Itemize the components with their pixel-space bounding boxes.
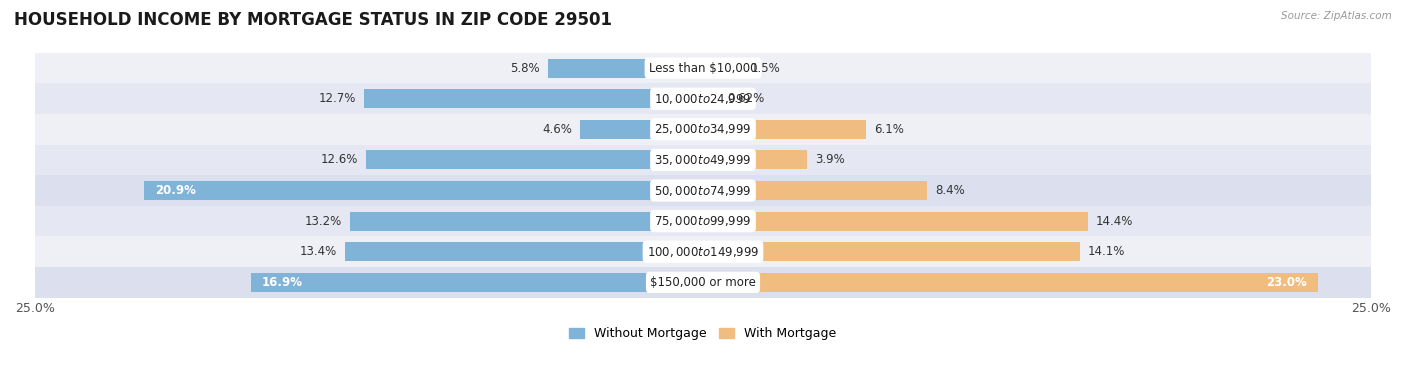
Text: Less than $10,000: Less than $10,000 bbox=[648, 62, 758, 74]
Bar bbox=[703, 212, 1088, 231]
Bar bbox=[548, 59, 703, 77]
Bar bbox=[703, 89, 720, 108]
Bar bbox=[35, 145, 1371, 175]
Bar bbox=[703, 150, 807, 169]
Bar bbox=[145, 181, 703, 200]
Bar bbox=[703, 242, 1080, 261]
Text: Source: ZipAtlas.com: Source: ZipAtlas.com bbox=[1281, 11, 1392, 21]
Text: HOUSEHOLD INCOME BY MORTGAGE STATUS IN ZIP CODE 29501: HOUSEHOLD INCOME BY MORTGAGE STATUS IN Z… bbox=[14, 11, 612, 29]
Bar bbox=[35, 84, 1371, 114]
Text: $50,000 to $74,999: $50,000 to $74,999 bbox=[654, 184, 752, 198]
Bar bbox=[581, 120, 703, 139]
Text: $150,000 or more: $150,000 or more bbox=[650, 276, 756, 289]
Bar bbox=[364, 89, 703, 108]
Bar bbox=[35, 53, 1371, 84]
Text: 8.4%: 8.4% bbox=[935, 184, 966, 197]
Text: $10,000 to $24,999: $10,000 to $24,999 bbox=[654, 92, 752, 106]
Bar bbox=[350, 212, 703, 231]
Bar bbox=[703, 181, 928, 200]
Text: 16.9%: 16.9% bbox=[262, 276, 304, 289]
Text: 14.1%: 14.1% bbox=[1088, 245, 1125, 258]
Legend: Without Mortgage, With Mortgage: Without Mortgage, With Mortgage bbox=[564, 322, 842, 345]
Text: 0.62%: 0.62% bbox=[727, 92, 765, 105]
Bar bbox=[35, 114, 1371, 145]
Text: $100,000 to $149,999: $100,000 to $149,999 bbox=[647, 245, 759, 259]
Bar bbox=[703, 120, 866, 139]
Bar bbox=[35, 267, 1371, 297]
Bar bbox=[35, 175, 1371, 206]
Text: 14.4%: 14.4% bbox=[1095, 215, 1133, 228]
Bar bbox=[367, 150, 703, 169]
Text: 12.7%: 12.7% bbox=[318, 92, 356, 105]
Text: 13.2%: 13.2% bbox=[305, 215, 342, 228]
Text: 1.5%: 1.5% bbox=[751, 62, 780, 74]
Text: $35,000 to $49,999: $35,000 to $49,999 bbox=[654, 153, 752, 167]
Text: 5.8%: 5.8% bbox=[510, 62, 540, 74]
Text: 6.1%: 6.1% bbox=[875, 123, 904, 136]
Text: 20.9%: 20.9% bbox=[155, 184, 195, 197]
Text: 12.6%: 12.6% bbox=[321, 153, 359, 166]
Bar bbox=[703, 59, 744, 77]
Bar bbox=[35, 237, 1371, 267]
Text: 13.4%: 13.4% bbox=[299, 245, 337, 258]
Text: $75,000 to $99,999: $75,000 to $99,999 bbox=[654, 214, 752, 228]
Bar bbox=[344, 242, 703, 261]
Text: 4.6%: 4.6% bbox=[543, 123, 572, 136]
Bar bbox=[35, 206, 1371, 237]
Text: 23.0%: 23.0% bbox=[1267, 276, 1308, 289]
Text: 3.9%: 3.9% bbox=[815, 153, 845, 166]
Bar bbox=[703, 273, 1317, 292]
Bar bbox=[252, 273, 703, 292]
Text: $25,000 to $34,999: $25,000 to $34,999 bbox=[654, 122, 752, 136]
